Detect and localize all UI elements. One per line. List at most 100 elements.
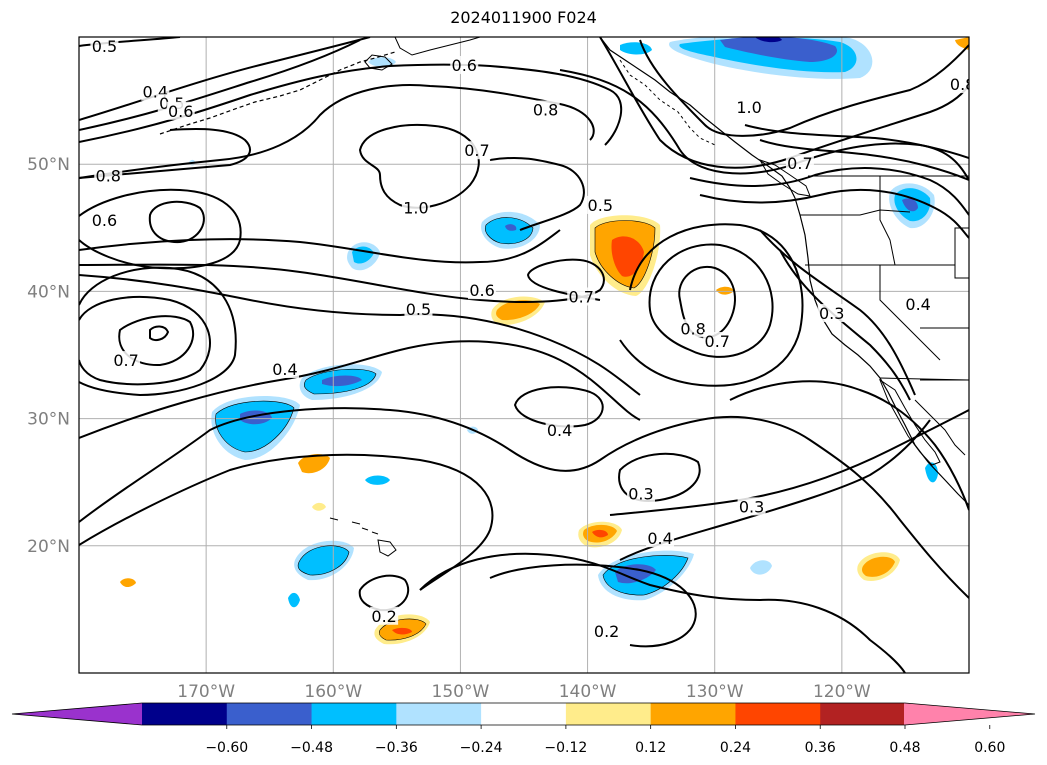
colorbar-swatch xyxy=(565,703,652,725)
contour-0-4-east xyxy=(759,229,916,396)
alaska-coast xyxy=(394,37,481,56)
contour-0-5-central xyxy=(79,274,641,396)
contour-0-6-central xyxy=(79,258,605,303)
colorbar-outline xyxy=(11,702,1036,726)
colorbar-swatch xyxy=(396,703,482,725)
colorbar-extend-low xyxy=(12,703,143,725)
contour-label: 0.5 xyxy=(92,37,117,56)
contour-label: 0.4 xyxy=(547,421,572,440)
contour-label-bg xyxy=(370,606,399,625)
map-title: 2024011900 F024 xyxy=(450,8,597,27)
contour-label-bg xyxy=(737,497,766,516)
southeast-alaska-coast xyxy=(599,37,796,199)
blob-alaska-blue xyxy=(368,57,396,67)
colorbar-swatch xyxy=(650,703,736,725)
contour-label: 0.3 xyxy=(628,485,653,504)
contour-west-cutoff xyxy=(149,325,170,341)
colorbar-tick-label: 0.60 xyxy=(974,740,1005,756)
contour-label-bg xyxy=(948,75,969,94)
lon-label: 130°W xyxy=(686,682,744,702)
colorbar-tick-label: 0.24 xyxy=(720,740,751,756)
contour-0-4-loop xyxy=(513,386,604,428)
blob-midlat-orange-2 xyxy=(491,296,545,326)
blob-midlat-orange xyxy=(590,215,661,296)
blob-small-orange xyxy=(716,286,734,295)
colorbar-tick-label: −0.24 xyxy=(460,740,503,756)
colorbar-swatch xyxy=(311,703,397,725)
alaska-panhandle-islands xyxy=(619,59,716,146)
contour-label: 0.7 xyxy=(705,332,730,351)
contour-coast-0-7 xyxy=(759,139,969,181)
contour-label: 0.8 xyxy=(680,319,705,338)
contour-1-0-northeast xyxy=(639,39,969,137)
state-border-nv-ca xyxy=(879,265,941,361)
contour-label: 0.2 xyxy=(594,622,619,641)
blob-orange-117 xyxy=(857,552,900,581)
contour-label: 0.4 xyxy=(905,295,930,314)
contour-label: 0.7 xyxy=(113,351,138,370)
contour-label-bg xyxy=(94,166,123,185)
contour-label-bg xyxy=(817,304,846,323)
blob-midlat-blue-2 xyxy=(347,242,380,271)
blob-orange-hawaii-n xyxy=(298,453,330,474)
contour-label-bg xyxy=(90,211,119,230)
contour-label-bg xyxy=(567,287,596,306)
blob-north-pacific-blue xyxy=(669,37,873,79)
contour-0-7-west-high xyxy=(79,188,242,270)
plot-frame xyxy=(78,36,970,674)
contour-coast-0-8 xyxy=(744,124,969,159)
blob-subtropic-blue-2 xyxy=(211,395,300,460)
contour-label-bg xyxy=(592,622,621,641)
colorbar-tick-label: 0.48 xyxy=(889,740,920,756)
contour-0-3-southeast xyxy=(609,409,969,516)
blob-washington-blue xyxy=(889,183,935,229)
hawaii-big-island xyxy=(377,539,397,557)
contour-0-8-west xyxy=(79,128,251,179)
colorbar-tick-label: 0.36 xyxy=(805,740,836,756)
contour-0-6-east-high xyxy=(619,223,804,387)
contour-label: 0.7 xyxy=(787,154,812,173)
contour-label: 1.0 xyxy=(403,198,428,217)
colorbar-swatch xyxy=(735,703,821,725)
contour-label-bg xyxy=(90,37,119,55)
colorbar-tick-label: −0.12 xyxy=(544,740,587,756)
contour-label: 0.3 xyxy=(819,304,844,323)
contour-label-bg xyxy=(904,295,933,314)
contour-label: 0.8 xyxy=(96,167,121,186)
colorbar-extend-high xyxy=(904,703,1035,725)
contour-0-5-east xyxy=(699,188,969,239)
contour-label: 0.8 xyxy=(950,75,975,94)
contour-0-4-subtropic xyxy=(79,340,641,439)
contour-label-bg xyxy=(404,300,433,319)
blob-orange-140 xyxy=(578,521,622,548)
contour-label-bg xyxy=(679,319,708,338)
contour-0-2-south-hawaii xyxy=(358,574,410,612)
contour-label-bg xyxy=(112,351,141,370)
contour-0-2-west xyxy=(79,453,494,591)
blob-dot-orange xyxy=(312,502,326,511)
contour-0-6-alaska xyxy=(79,63,623,146)
contour-0-3-east-coast xyxy=(729,380,969,511)
lon-label: 120°W xyxy=(813,682,871,702)
contour-lines xyxy=(79,37,969,673)
contour-0-8-north-pacific xyxy=(79,84,595,179)
blob-small-blue-south xyxy=(288,592,300,608)
lon-label: 150°W xyxy=(432,682,490,702)
contour-0-3-east xyxy=(779,249,911,401)
contour-0-7-west-mid xyxy=(79,295,211,386)
state-border-mt xyxy=(954,227,969,279)
state-border-az xyxy=(920,327,969,381)
lat-label: 50°N xyxy=(27,155,70,175)
colorbar-swatch xyxy=(226,703,313,725)
contour-label-bg xyxy=(462,141,491,160)
lat-label: 30°N xyxy=(27,410,70,430)
contour-0-5-north xyxy=(79,37,181,47)
contour-0-6-west xyxy=(79,266,237,397)
contour-label: 0.6 xyxy=(452,56,477,75)
contour-label-bg xyxy=(703,332,732,351)
contour-0-5-alaska xyxy=(79,39,361,131)
colorbar-tick-label: −0.48 xyxy=(290,740,333,756)
contour-label: 0.6 xyxy=(469,281,494,300)
blob-coast-blue-small xyxy=(620,42,652,55)
blob-blue-135 xyxy=(598,550,694,601)
